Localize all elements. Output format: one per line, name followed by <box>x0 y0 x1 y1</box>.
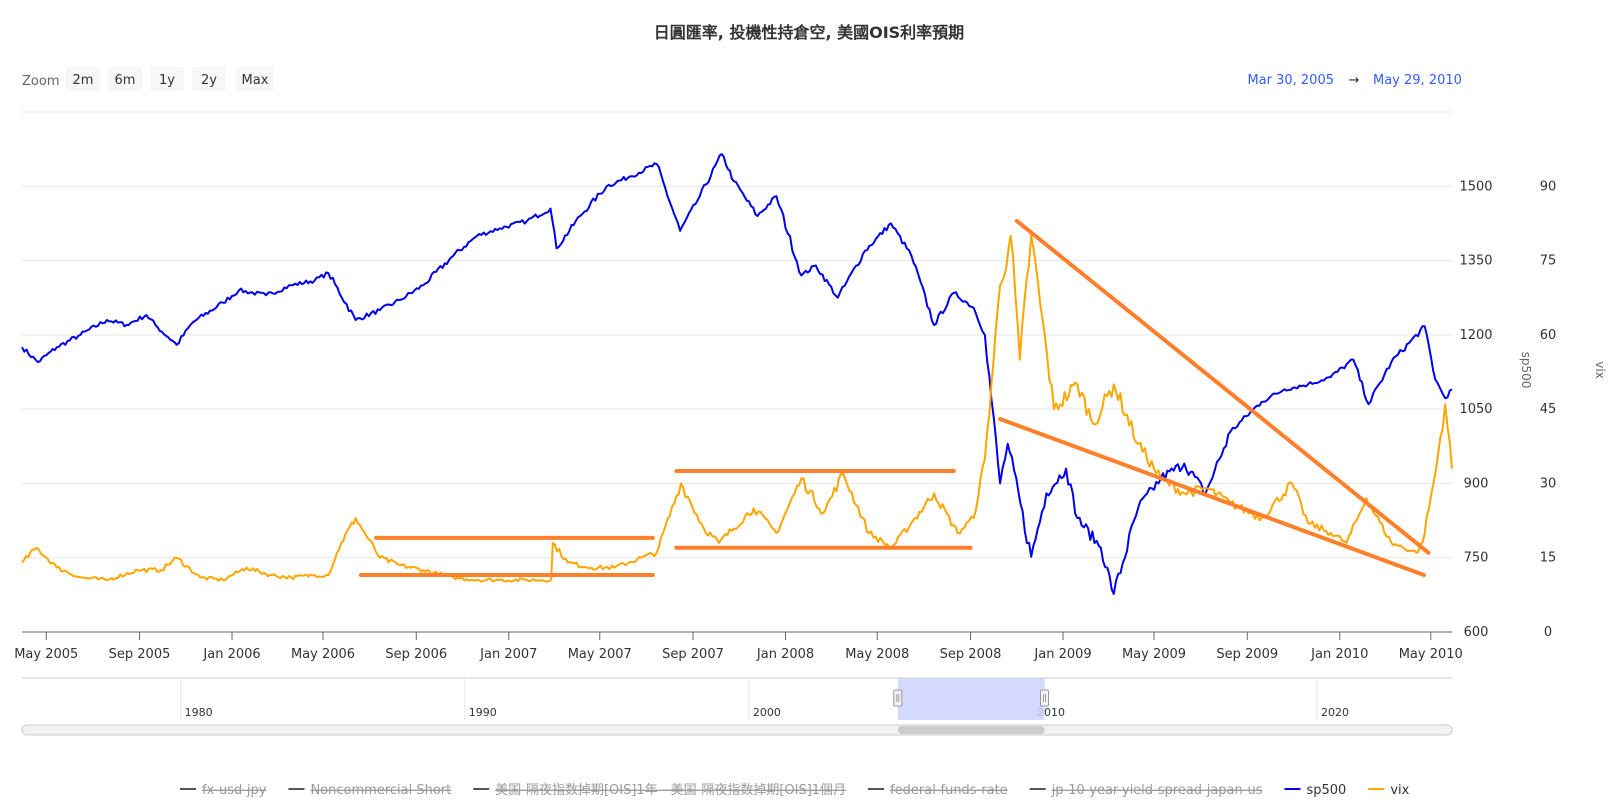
zoom-label: Zoom <box>22 74 59 89</box>
x-tick-label: Sep 2006 <box>385 647 447 662</box>
zoom-controls: Zoom 2m 6m 1y 2y Max <box>22 67 274 91</box>
range-from[interactable]: Mar 30, 2005 <box>1247 73 1334 88</box>
x-tick-label: May 2007 <box>568 647 632 662</box>
vix-tick-label: 60 <box>1540 328 1557 343</box>
navigator-tick-label: 1990 <box>469 706 497 719</box>
sp500-tick-label: 750 <box>1464 551 1489 566</box>
annotation-line-6[interactable] <box>998 417 1426 578</box>
legend-label: sp500 <box>1306 783 1346 798</box>
legend-label: federal-funds-rate <box>890 783 1008 798</box>
sp500-tick-label: 1500 <box>1459 179 1492 194</box>
series-layer <box>21 153 1453 595</box>
sp500-tick-label: 1050 <box>1459 402 1492 417</box>
range-to[interactable]: May 29, 2010 <box>1373 73 1462 88</box>
legend-label: Noncommercial Short <box>310 783 451 798</box>
vix-tick-label: 45 <box>1540 402 1557 417</box>
vix-axis-title: vix <box>1593 361 1607 379</box>
zoom-button-6m[interactable]: 6m <box>108 67 142 91</box>
x-tick-label: May 2010 <box>1399 647 1463 662</box>
x-tick-label: May 2006 <box>291 647 355 662</box>
vix-series-line <box>21 234 1453 583</box>
zoom-button-2m[interactable]: 2m <box>66 67 100 91</box>
x-tick-label: Jan 2007 <box>479 647 537 662</box>
x-tick-label: Sep 2007 <box>662 647 724 662</box>
navigator-tick-label: 2020 <box>1321 706 1349 719</box>
x-tick-label: Jan 2009 <box>1033 647 1091 662</box>
legend-item-1[interactable]: fx-usd-jpy <box>180 783 267 798</box>
navigator-scrollbar-thumb[interactable] <box>897 726 1045 734</box>
navigator-tick-label: 1980 <box>185 706 213 719</box>
x-tick-label: Jan 2008 <box>756 647 814 662</box>
x-tick-label: May 2005 <box>14 647 78 662</box>
x-tick-label: Sep 2009 <box>1216 647 1278 662</box>
sp500-series-line <box>21 153 1453 595</box>
navigator-scrollbar-track[interactable] <box>21 724 1453 736</box>
x-axis-ticks: May 2005 Sep 2005 Jan 2006 May 2006 Sep 2006… <box>14 631 1463 662</box>
y-axis-ticks: 600 750 900 1050 1200 1350 1500 0 15 30 45 60 75 90 <box>1459 179 1556 640</box>
zoom-button-label: 1y <box>159 73 175 88</box>
legend-label: vix <box>1390 783 1409 798</box>
sp500-tick-label: 1200 <box>1459 328 1492 343</box>
legend-item-5[interactable]: jp-10-year-yield-spread-japan-us <box>1029 783 1263 798</box>
zoom-button-label: Max <box>242 73 269 88</box>
zoom-button-max[interactable]: Max <box>236 67 274 91</box>
vix-tick-label: 30 <box>1540 476 1557 491</box>
date-range-display: Mar 30, 2005 → May 29, 2010 <box>1247 73 1461 88</box>
legend-label: 美国-隔夜指数掉期[OIS]1年 - 美国-隔夜指数掉期[OIS]1個月 <box>495 783 846 798</box>
x-tick-label: Jan 2010 <box>1310 647 1368 662</box>
navigator-tick-label: 2000 <box>753 706 781 719</box>
legend-item-3[interactable]: 美国-隔夜指数掉期[OIS]1年 - 美国-隔夜指数掉期[OIS]1個月 <box>473 783 846 798</box>
navigator-handle-right[interactable] <box>1040 689 1050 707</box>
range-arrow: → <box>1349 73 1360 88</box>
x-tick-label: May 2008 <box>845 647 909 662</box>
vix-tick-label: 75 <box>1540 254 1557 269</box>
sp500-axis-title: sp500 <box>1519 352 1533 389</box>
zoom-button-label: 6m <box>115 73 136 88</box>
zoom-button-1y[interactable]: 1y <box>150 67 184 91</box>
legend-label: fx-usd-jpy <box>202 783 267 798</box>
legend-label: jp-10-year-yield-spread-japan-us <box>1051 783 1263 798</box>
sp500-tick-label: 600 <box>1464 625 1489 640</box>
x-tick-label: May 2009 <box>1122 647 1186 662</box>
x-tick-label: Sep 2008 <box>940 647 1002 662</box>
x-tick-label: Jan 2006 <box>202 647 260 662</box>
vix-tick-label: 15 <box>1540 551 1557 566</box>
annotation-line-5[interactable] <box>1014 218 1431 555</box>
sp500-tick-label: 900 <box>1464 476 1489 491</box>
navigator[interactable]: 1980 1990 2000 2010 2020 <box>21 677 1453 736</box>
x-tick-label: Sep 2005 <box>109 647 171 662</box>
chart-title: 日圓匯率, 投機性持倉空, 美國OIS利率預期 <box>654 23 964 42</box>
vix-tick-label: 0 <box>1544 625 1552 640</box>
legend-item-7[interactable]: vix <box>1368 783 1410 798</box>
navigator-handle-left[interactable] <box>893 689 903 707</box>
vix-tick-label: 90 <box>1540 179 1557 194</box>
legend: fx-usd-jpy Noncommercial Short 美国-隔夜指数掉期[O… <box>180 783 1410 798</box>
plot-grid <box>22 111 1452 559</box>
navigator-selection[interactable] <box>897 678 1045 720</box>
zoom-button-2y[interactable]: 2y <box>192 67 226 91</box>
legend-item-6[interactable]: sp500 <box>1284 783 1346 798</box>
zoom-button-label: 2y <box>201 73 217 88</box>
legend-item-2[interactable]: Noncommercial Short <box>288 783 451 798</box>
sp500-tick-label: 1350 <box>1459 254 1492 269</box>
legend-item-4[interactable]: federal-funds-rate <box>868 783 1008 798</box>
annotation-layer <box>358 218 1431 578</box>
zoom-button-label: 2m <box>73 73 94 88</box>
